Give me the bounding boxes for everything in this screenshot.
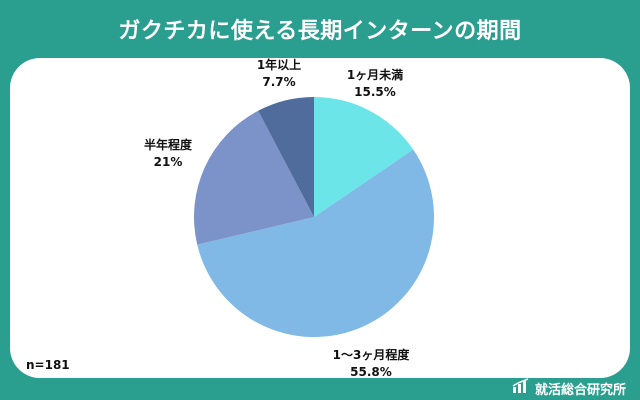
slice-category-label: 1～3ヶ月程度 — [333, 347, 411, 362]
slice-value-label: 15.5% — [354, 85, 396, 99]
bar-chart-logo-icon — [512, 378, 530, 398]
pie-slice — [314, 97, 414, 217]
slice-value-label: 7.7% — [262, 75, 295, 89]
slice-value-label: 21% — [154, 155, 183, 169]
pie-slice — [197, 149, 434, 337]
slice-category-label: 1ヶ月未満 — [347, 67, 403, 82]
pie-slice — [258, 97, 314, 217]
slice-value-label: 55.8% — [350, 365, 392, 379]
slice-category-label: 半年程度 — [144, 137, 193, 152]
sample-size-note: n=181 — [26, 358, 70, 372]
chart-title: ガクチカに使える長期インターンの期間 — [118, 19, 522, 44]
pie-slice — [194, 110, 314, 245]
brand-name: 就活総合研究所 — [534, 382, 626, 398]
brand-footer: 就活総合研究所 — [512, 378, 626, 398]
slice-category-label: 1年以上 — [257, 57, 301, 72]
